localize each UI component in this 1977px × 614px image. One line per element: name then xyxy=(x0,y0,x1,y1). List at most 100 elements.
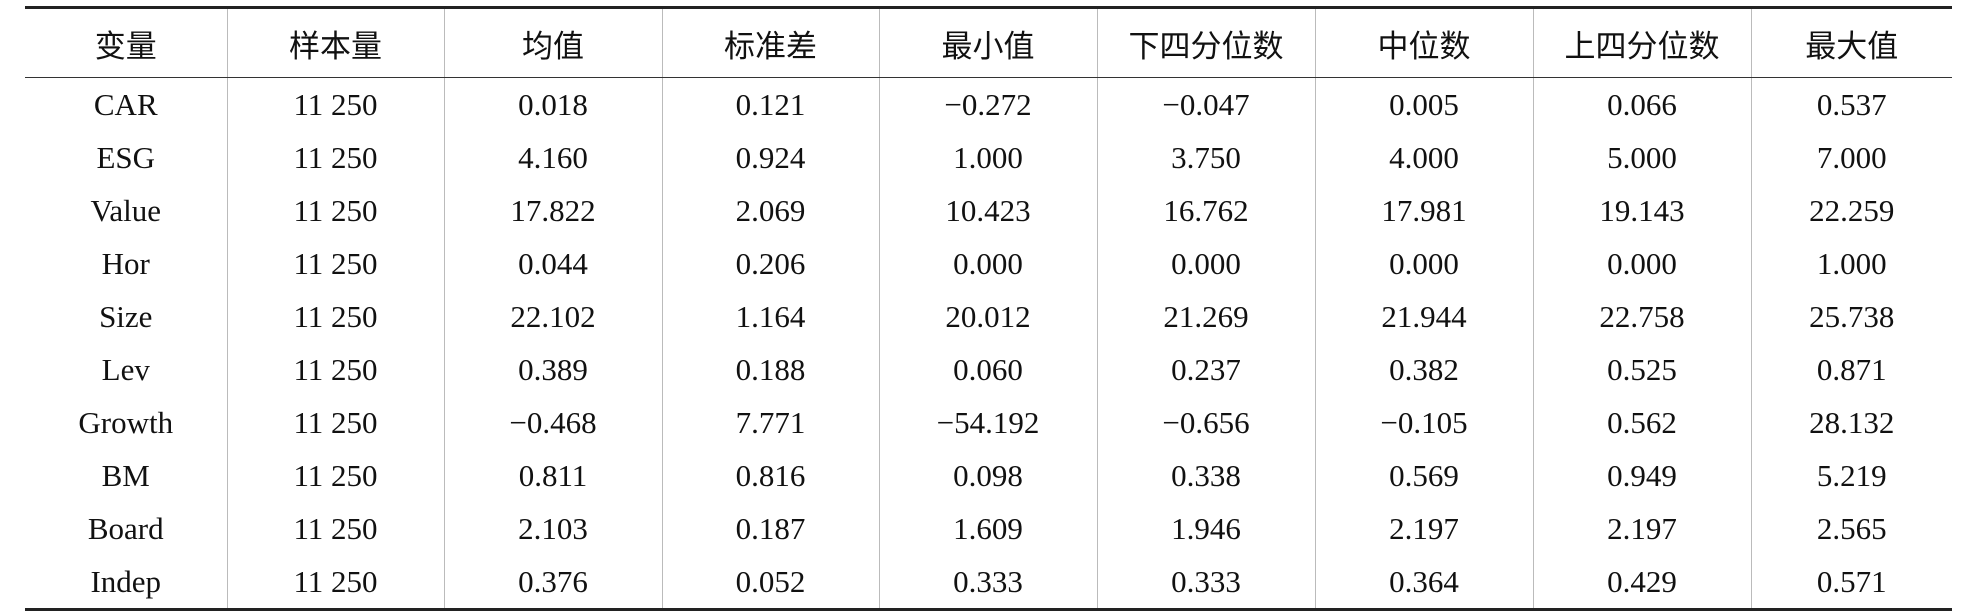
value-cell: 11 250 xyxy=(226,77,445,131)
value-cell: 22.102 xyxy=(443,290,663,343)
value-cell: 0.000 xyxy=(1096,237,1316,290)
header-cell: 最大值 xyxy=(1750,7,1952,78)
header-cell: 样本量 xyxy=(226,7,445,78)
value-cell: 7.000 xyxy=(1750,131,1952,184)
header-cell: 下四分位数 xyxy=(1096,7,1316,78)
value-cell: 0.333 xyxy=(1096,555,1316,610)
value-cell: 0.364 xyxy=(1314,555,1534,610)
value-cell: 0.569 xyxy=(1314,449,1534,502)
table-row: Hor 11 250 0.044 0.206 0.000 0.000 0.000 0.000 1… xyxy=(25,237,1952,290)
value-cell: 2.197 xyxy=(1314,502,1534,555)
value-cell: 7.771 xyxy=(661,396,880,449)
value-cell: 11 250 xyxy=(226,449,445,502)
header-cell: 均值 xyxy=(443,7,663,78)
value-cell: 0.571 xyxy=(1750,555,1952,610)
value-cell: 0.066 xyxy=(1532,77,1752,131)
value-cell: 4.160 xyxy=(443,131,663,184)
value-cell: 0.052 xyxy=(661,555,880,610)
variable-cell: Board xyxy=(25,502,228,555)
variable-cell: BM xyxy=(25,449,228,502)
header-cell: 中位数 xyxy=(1314,7,1534,78)
value-cell: 2.069 xyxy=(661,184,880,237)
value-cell: 0.338 xyxy=(1096,449,1316,502)
value-cell: 0.121 xyxy=(661,77,880,131)
value-cell: 11 250 xyxy=(226,184,445,237)
stats-table: 变量 样本量 均值 标准差 最小值 下四分位数 中位数 上四分位数 最大值 CAR 11 250 0… xyxy=(25,6,1952,611)
value-cell: 22.758 xyxy=(1532,290,1752,343)
value-cell: 0.949 xyxy=(1532,449,1752,502)
value-cell: 28.132 xyxy=(1750,396,1952,449)
value-cell: 19.143 xyxy=(1532,184,1752,237)
value-cell: 0.044 xyxy=(443,237,663,290)
value-cell: 5.000 xyxy=(1532,131,1752,184)
value-cell: 17.822 xyxy=(443,184,663,237)
table-head: 变量 样本量 均值 标准差 最小值 下四分位数 中位数 上四分位数 最大值 xyxy=(25,7,1952,78)
variable-cell: Size xyxy=(25,290,228,343)
table-row: CAR 11 250 0.018 0.121 −0.272 −0.047 0.005 0.06… xyxy=(25,77,1952,131)
value-cell: 0.382 xyxy=(1314,343,1534,396)
value-cell: 2.103 xyxy=(443,502,663,555)
value-cell: 0.924 xyxy=(661,131,880,184)
value-cell: −0.656 xyxy=(1096,396,1316,449)
table-row: BM 11 250 0.811 0.816 0.098 0.338 0.569 0.949 5.… xyxy=(25,449,1952,502)
value-cell: 0.060 xyxy=(878,343,1098,396)
value-cell: 25.738 xyxy=(1750,290,1952,343)
value-cell: 21.269 xyxy=(1096,290,1316,343)
value-cell: 17.981 xyxy=(1314,184,1534,237)
value-cell: 0.237 xyxy=(1096,343,1316,396)
value-cell: 11 250 xyxy=(226,555,445,610)
value-cell: 4.000 xyxy=(1314,131,1534,184)
variable-cell: Indep xyxy=(25,555,228,610)
value-cell: 0.206 xyxy=(661,237,880,290)
value-cell: 0.098 xyxy=(878,449,1098,502)
value-cell: 0.188 xyxy=(661,343,880,396)
value-cell: 0.871 xyxy=(1750,343,1952,396)
value-cell: 11 250 xyxy=(226,502,445,555)
header-cell: 上四分位数 xyxy=(1532,7,1752,78)
value-cell: −0.468 xyxy=(443,396,663,449)
table-row: Lev 11 250 0.389 0.188 0.060 0.237 0.382 0.525 0… xyxy=(25,343,1952,396)
value-cell: 1.946 xyxy=(1096,502,1316,555)
value-cell: 0.000 xyxy=(1314,237,1534,290)
value-cell: 22.259 xyxy=(1750,184,1952,237)
value-cell: 16.762 xyxy=(1096,184,1316,237)
value-cell: 0.811 xyxy=(443,449,663,502)
table-row: ESG 11 250 4.160 0.924 1.000 3.750 4.000 5.000 7… xyxy=(25,131,1952,184)
value-cell: −0.105 xyxy=(1314,396,1534,449)
table-body: CAR 11 250 0.018 0.121 −0.272 −0.047 0.005 0.06… xyxy=(25,77,1952,610)
value-cell: 0.537 xyxy=(1750,77,1952,131)
value-cell: 21.944 xyxy=(1314,290,1534,343)
value-cell: 11 250 xyxy=(226,396,445,449)
value-cell: 20.012 xyxy=(878,290,1098,343)
value-cell: 2.197 xyxy=(1532,502,1752,555)
value-cell: 2.565 xyxy=(1750,502,1952,555)
value-cell: 0.389 xyxy=(443,343,663,396)
table-row: Growth 11 250 −0.468 7.771 −54.192 −0.656 −0.1… xyxy=(25,396,1952,449)
header-row: 变量 样本量 均值 标准差 最小值 下四分位数 中位数 上四分位数 最大值 xyxy=(25,7,1952,78)
value-cell: 0.562 xyxy=(1532,396,1752,449)
value-cell: 0.429 xyxy=(1532,555,1752,610)
value-cell: 0.376 xyxy=(443,555,663,610)
value-cell: 11 250 xyxy=(226,290,445,343)
value-cell: 3.750 xyxy=(1096,131,1316,184)
table-row: Board 11 250 2.103 0.187 1.609 1.946 2.197 2.19… xyxy=(25,502,1952,555)
variable-cell: Growth xyxy=(25,396,228,449)
value-cell: −54.192 xyxy=(878,396,1098,449)
value-cell: 0.333 xyxy=(878,555,1098,610)
value-cell: 0.000 xyxy=(878,237,1098,290)
variable-cell: Value xyxy=(25,184,228,237)
value-cell: 1.609 xyxy=(878,502,1098,555)
value-cell: 11 250 xyxy=(226,343,445,396)
value-cell: 1.000 xyxy=(878,131,1098,184)
value-cell: −0.272 xyxy=(878,77,1098,131)
table-row: Value 11 250 17.822 2.069 10.423 16.762 17.981… xyxy=(25,184,1952,237)
header-cell: 最小值 xyxy=(878,7,1098,78)
value-cell: 0.187 xyxy=(661,502,880,555)
value-cell: 0.000 xyxy=(1532,237,1752,290)
value-cell: 1.164 xyxy=(661,290,880,343)
variable-cell: CAR xyxy=(25,77,228,131)
variable-cell: Lev xyxy=(25,343,228,396)
value-cell: −0.047 xyxy=(1096,77,1316,131)
value-cell: 0.525 xyxy=(1532,343,1752,396)
